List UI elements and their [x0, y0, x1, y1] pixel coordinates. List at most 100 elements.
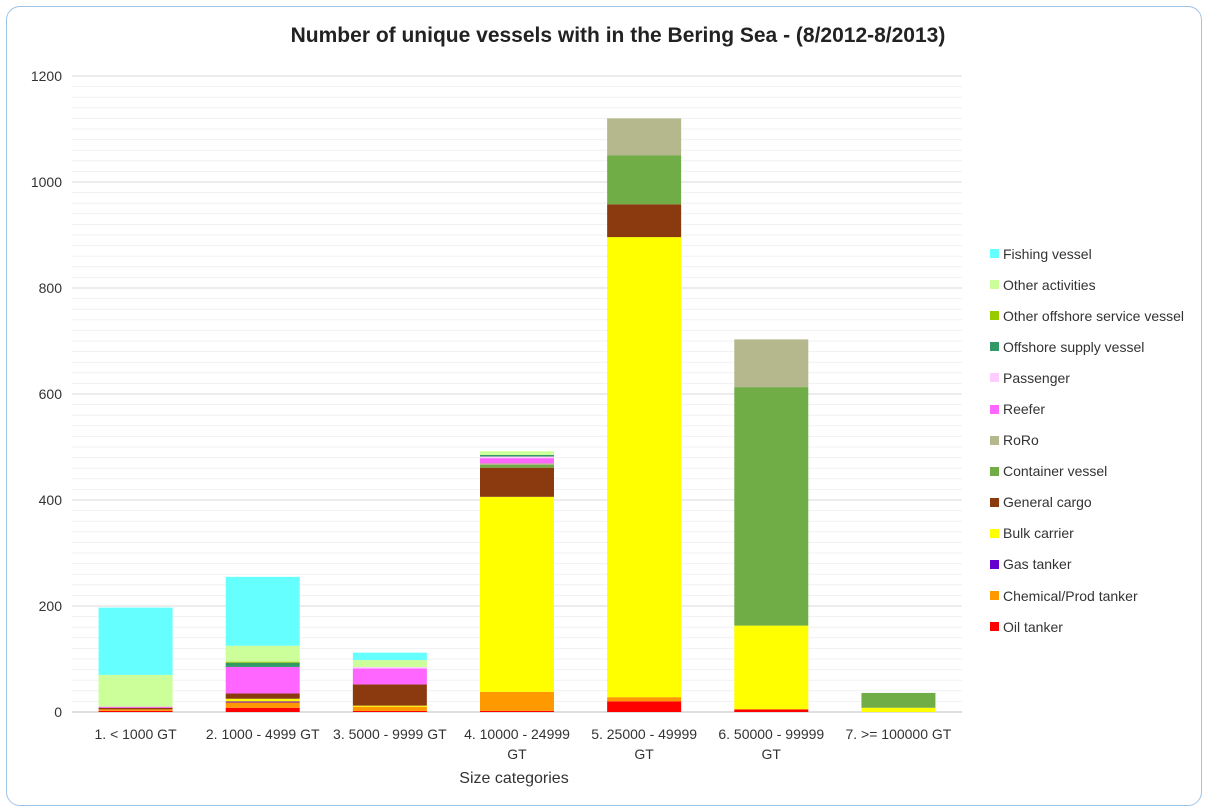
bar-segment	[607, 697, 682, 702]
legend-item: General cargo	[990, 487, 1206, 518]
legend-swatch	[990, 528, 999, 538]
bar-segment	[607, 237, 682, 698]
legend-label: Offshore supply vessel	[1003, 338, 1145, 355]
bar-segment	[607, 204, 682, 238]
bar-segment	[861, 707, 936, 712]
legend-item: Reefer	[990, 393, 1206, 424]
bar-segment	[352, 684, 427, 706]
x-tick-label: GT	[634, 746, 654, 762]
legend-swatch	[990, 497, 999, 507]
x-tick-label: 4. 10000 - 24999	[464, 726, 570, 742]
bar-segment	[352, 652, 427, 661]
x-tick-label: 6. 50000 - 99999	[718, 726, 824, 742]
legend-swatch	[990, 342, 999, 352]
bar-segment	[480, 691, 554, 711]
y-tick-label: 1000	[31, 174, 62, 190]
bar-segment	[225, 662, 300, 667]
legend-label: RoRo	[1003, 432, 1039, 449]
legend-label: Fishing vessel	[1003, 245, 1092, 262]
legend-swatch	[990, 404, 999, 414]
bar-segment	[480, 467, 554, 497]
bar-segment	[480, 454, 554, 457]
bar-segment	[225, 698, 300, 702]
legend-label: Reefer	[1003, 401, 1046, 418]
legend-item: Oil tanker	[990, 611, 1206, 642]
legend-swatch	[990, 435, 999, 445]
bar-segment	[225, 707, 300, 712]
legend-item: Gas tanker	[990, 549, 1206, 580]
bar-segment	[352, 668, 427, 685]
bar-segment	[734, 625, 809, 710]
y-tick-label: 400	[39, 492, 63, 508]
y-tick-label: 0	[54, 704, 62, 720]
legend-item: RoRo	[990, 425, 1206, 456]
bar-segment	[480, 458, 554, 464]
legend-item: Offshore supply vessel	[990, 331, 1206, 362]
x-axis-title: Size categories	[459, 770, 569, 787]
x-tick-label: GT	[507, 746, 527, 762]
bar-segment	[98, 707, 173, 710]
legend-label: Gas tanker	[1003, 556, 1072, 573]
x-tick-label: 7. >= 100000 GT	[845, 726, 951, 742]
legend-swatch	[990, 249, 999, 259]
legend-label: Other activities	[1003, 276, 1096, 293]
bar-segment	[607, 701, 682, 712]
bar-segment	[98, 709, 173, 711]
bar-segment	[480, 463, 554, 466]
bar-segment	[352, 705, 427, 707]
x-tick-label: 3. 5000 - 9999 GT	[333, 726, 447, 742]
bar-segment	[352, 706, 427, 711]
legend-label: Oil tanker	[1003, 618, 1063, 635]
legend-swatch	[990, 466, 999, 476]
bar-segment	[225, 693, 300, 699]
legend-item: Bulk carrier	[990, 518, 1206, 549]
legend-label: Passenger	[1003, 369, 1070, 386]
bar-segment	[225, 645, 300, 662]
bar-segment	[861, 692, 936, 708]
bar-segment	[607, 118, 682, 156]
bar-segment	[225, 702, 300, 708]
x-tick-label: 5. 25000 - 49999	[591, 726, 697, 742]
bar-segment	[480, 496, 554, 692]
bar-segment	[98, 706, 173, 708]
legend-swatch	[990, 280, 999, 290]
bar-segment	[480, 710, 554, 712]
bar-segment	[352, 710, 427, 712]
y-tick-label: 1200	[31, 68, 62, 84]
bar-segment	[734, 709, 809, 712]
bar-segment	[352, 666, 427, 669]
y-tick-label: 600	[39, 386, 63, 402]
legend-label: Container vessel	[1003, 463, 1108, 480]
legend-item: Other activities	[990, 269, 1206, 300]
bar-segment	[480, 451, 554, 455]
legend-label: Chemical/Prod tanker	[1003, 587, 1138, 604]
legend-swatch	[990, 622, 999, 632]
legend-swatch	[990, 311, 999, 321]
bar-segment	[225, 666, 300, 694]
legend-item: Fishing vessel	[990, 238, 1206, 269]
bar-segment	[734, 339, 809, 388]
bar-segment	[98, 710, 173, 712]
x-tick-label: 2. 1000 - 4999 GT	[206, 726, 320, 742]
bar-segment	[225, 661, 300, 663]
bar-segment	[480, 456, 554, 459]
legend: Fishing vessel Other activities Other offs…	[990, 238, 1206, 642]
bar-segment	[352, 660, 427, 667]
legend-swatch	[990, 373, 999, 383]
x-tick-label: GT	[762, 746, 782, 762]
bar-segment	[225, 576, 300, 646]
bar-segment	[607, 155, 682, 205]
legend-item: Other offshore service vessel	[990, 300, 1206, 331]
bar-segment	[98, 607, 173, 675]
legend-label: General cargo	[1003, 494, 1092, 511]
legend-swatch	[990, 559, 999, 569]
x-tick-label: 1. < 1000 GT	[95, 726, 178, 742]
bar-segment	[98, 674, 173, 707]
y-tick-label: 200	[39, 598, 63, 614]
legend-item: Container vessel	[990, 456, 1206, 487]
bar-segment	[225, 701, 300, 703]
legend-label: Other offshore service vessel	[1003, 307, 1185, 324]
legend-item: Chemical/Prod tanker	[990, 580, 1206, 611]
legend-label: Bulk carrier	[1003, 525, 1074, 542]
